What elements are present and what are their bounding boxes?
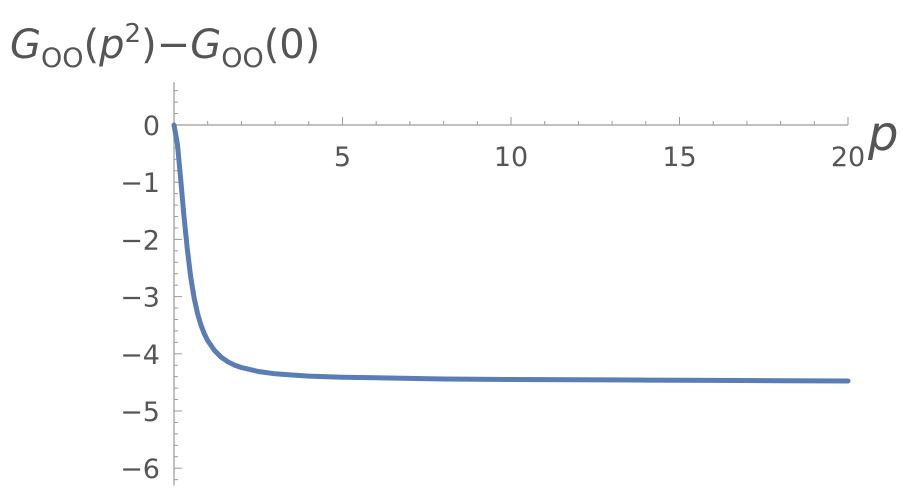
y-title-open-paren: ( [84, 22, 100, 68]
y-tick-label: −4 [120, 340, 160, 371]
y-tick-label: −6 [120, 454, 160, 485]
x-axis-title: p [867, 106, 898, 162]
series-layer [171, 122, 851, 384]
series-line-0 [171, 122, 851, 384]
y-title-tail: (0) [264, 22, 321, 68]
y-title-arg: p [98, 22, 124, 68]
y-tick-label: −5 [120, 397, 160, 428]
x-tick-label: 15 [662, 142, 696, 173]
x-tick-label: 5 [334, 142, 351, 173]
tick-labels: 5 10 15 20 0 −1 −2 −3 −4 −5 −6 [120, 111, 865, 485]
y-tick-label: 0 [143, 111, 160, 142]
y-title-base: G [10, 22, 41, 68]
y-title-subscript: OO [41, 43, 84, 74]
y-tick-label: −2 [120, 225, 160, 256]
y-title-minus: − [157, 22, 191, 68]
y-tick-label: −3 [120, 283, 160, 314]
ticks [174, 90, 849, 481]
y-title-subscript-2: OO [221, 43, 264, 74]
y-title-base-2: G [190, 22, 221, 68]
y-title-superscript: 2 [125, 19, 142, 49]
svg-text:GOO(p2)−GOO(0): GOO(p2)−GOO(0) [10, 19, 320, 74]
x-tick-label: 20 [831, 142, 865, 173]
x-tick-label: 10 [494, 142, 528, 173]
y-tick-label: −1 [120, 168, 160, 199]
y-axis-title: GOO(p2)−GOO(0) [10, 19, 320, 74]
y-title-close-paren: ) [141, 22, 157, 68]
